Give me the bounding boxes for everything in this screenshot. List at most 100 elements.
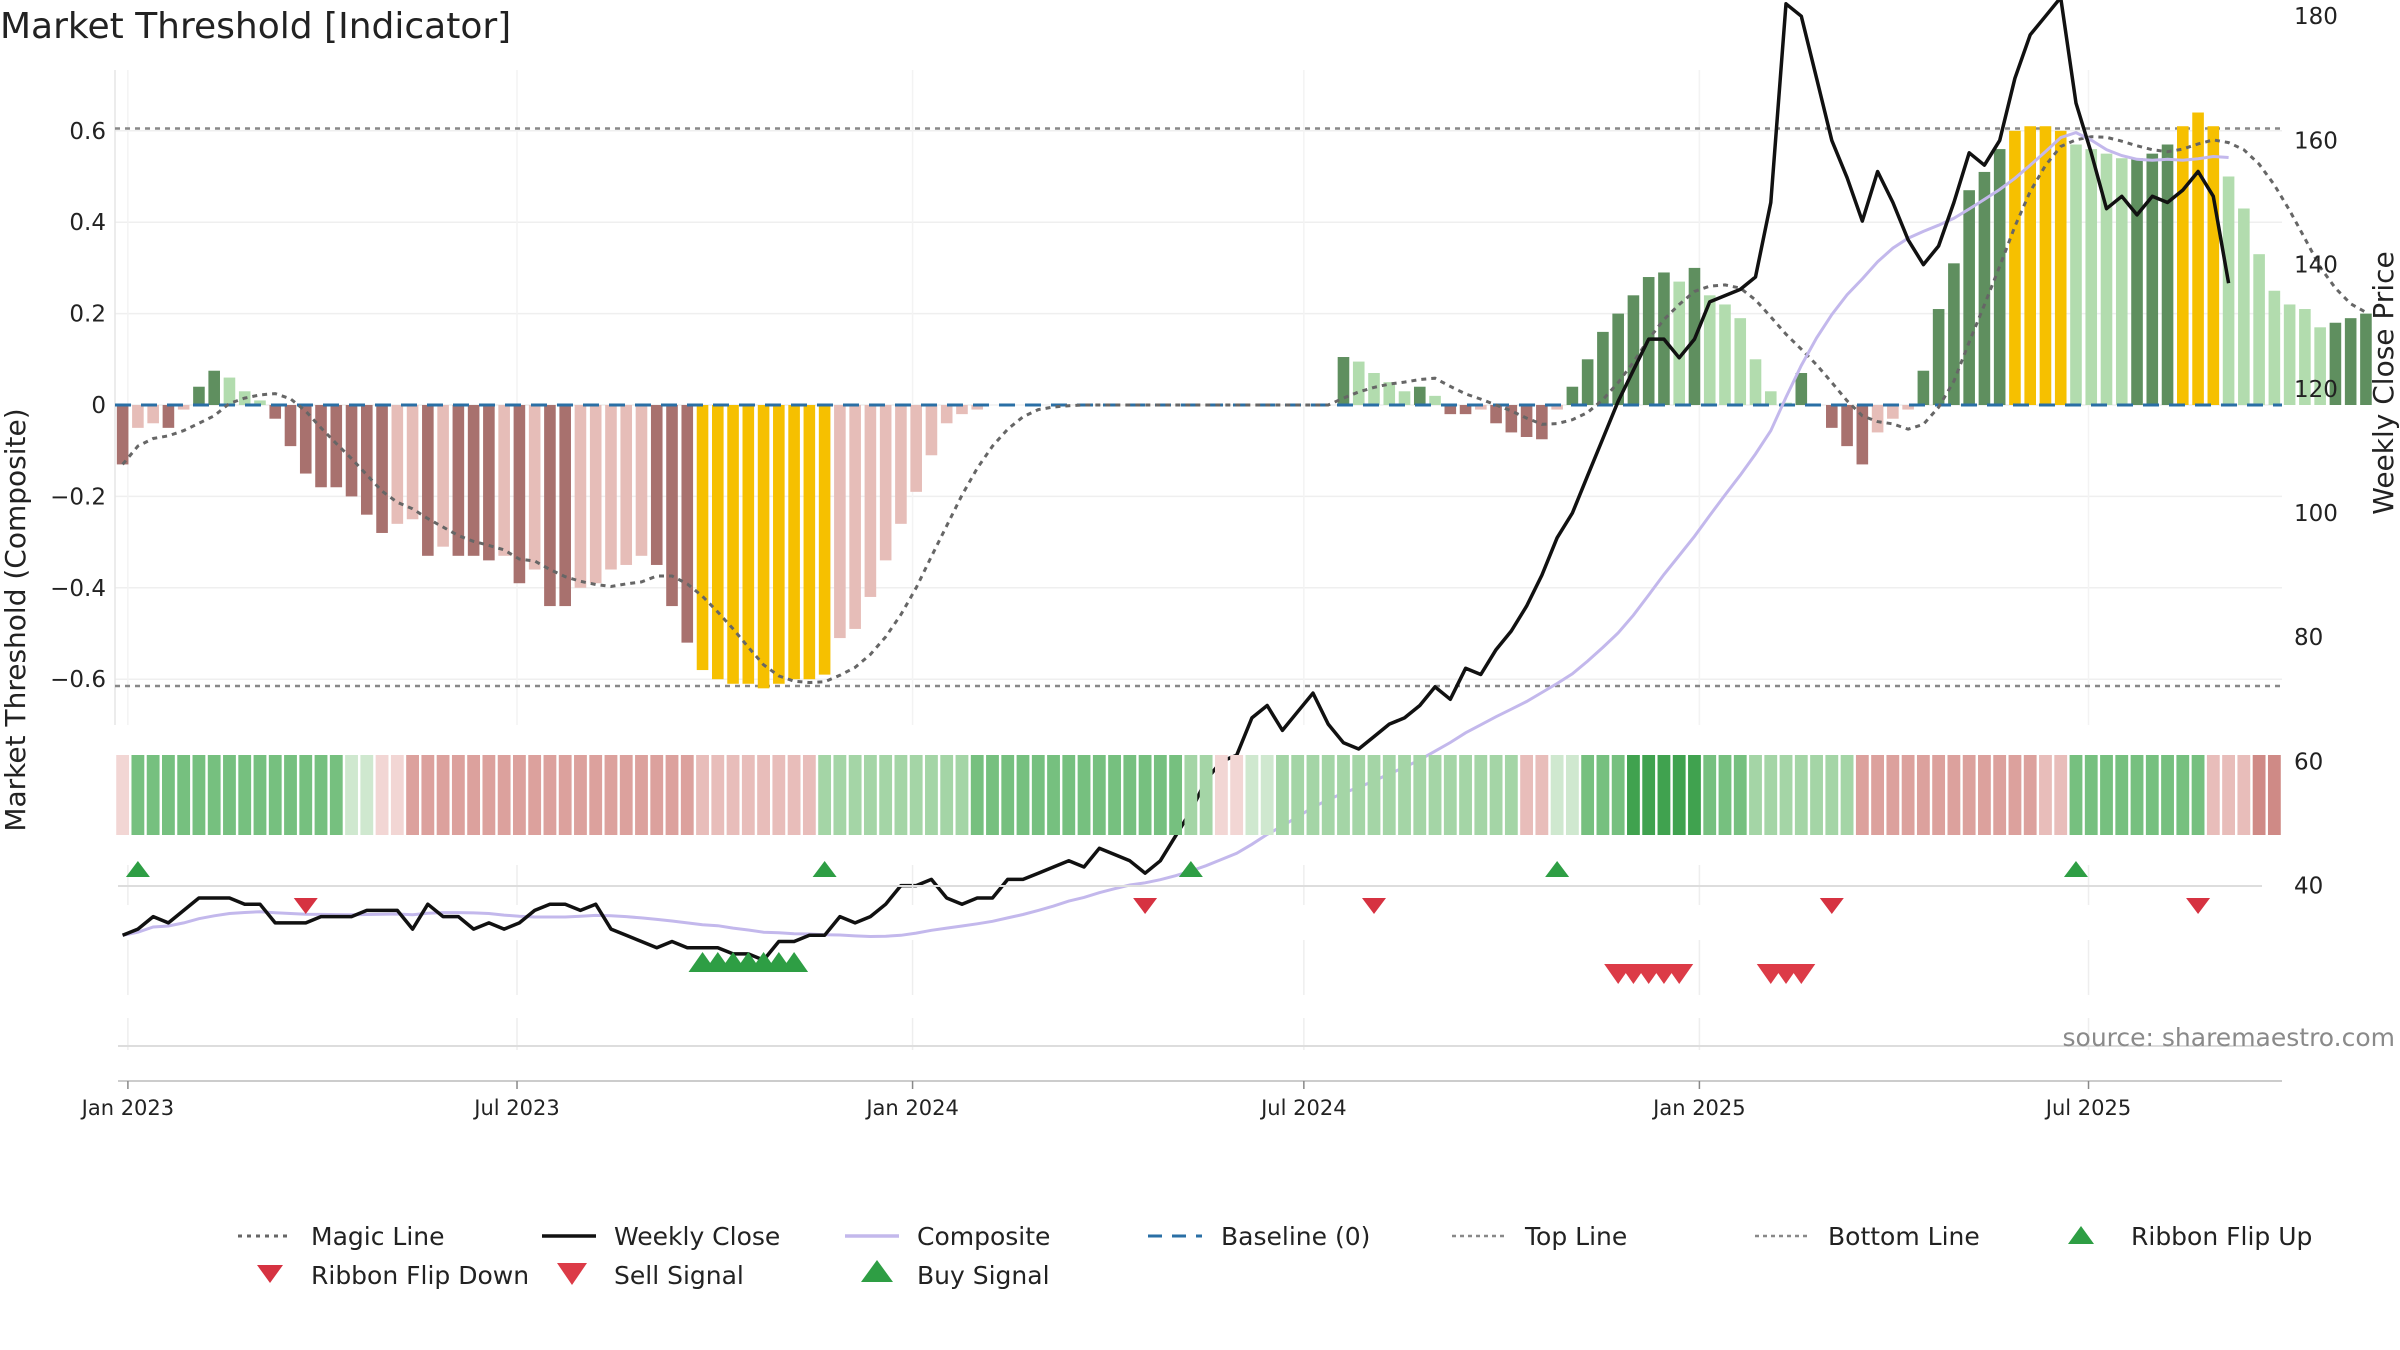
ribbon-cell [1810,755,1823,835]
ribbon-cell [909,755,923,835]
composite-bar [2268,290,2281,405]
composite-bar [620,405,633,565]
ribbon-cell [390,755,404,835]
ribbon-flip-up-marker [812,861,837,877]
ribbon-cell [1794,755,1808,835]
triangle-up-icon [861,1260,893,1282]
composite-bar [1856,405,1869,465]
y-tick-label: −0.4 [50,576,106,602]
ribbon-cell [482,755,496,835]
composite-bar [2115,158,2128,405]
composite-bar [315,405,327,488]
ribbon-cell [1596,755,1610,835]
ribbon-cell [1764,755,1778,835]
y-tick-label: 0.4 [69,210,106,236]
buy-signal-marker [780,952,809,972]
composite-bar [1520,405,1533,437]
ribbon-cell [1855,755,1869,835]
composite-bar [2100,153,2113,405]
ribbon-cell [299,755,313,835]
composite-bar [773,405,785,684]
ribbon-cell [345,755,358,835]
composite-bar [2253,254,2265,405]
ribbon-cell [253,755,267,835]
composite-bar [2329,322,2342,405]
y-tick-label: 60 [2294,749,2323,775]
ribbon-cell [741,755,755,835]
ribbon-cell [1504,755,1518,835]
ribbon-cell [940,755,954,835]
ribbon-cell [696,755,709,835]
ribbon-cell [1672,755,1686,835]
composite-bar [391,405,404,524]
ribbon-cell [314,755,328,835]
ribbon-cell [375,755,389,835]
ribbon-cell [238,755,252,835]
ribbon-cell [512,755,526,835]
composite-bar [2360,313,2372,405]
ribbon-cell [787,755,801,835]
composite-bar [589,405,602,584]
composite-bar [2283,304,2296,405]
ribbon-cell [2008,755,2022,835]
composite-bar [483,405,495,561]
legend-label: Magic Line [311,1222,445,1251]
composite-bar [208,370,220,405]
ribbon-cell [1092,755,1106,835]
ribbon-cell [2130,755,2144,835]
composite-bar [1917,370,1930,405]
ribbon-cell [1398,755,1411,835]
ribbon-cell [665,755,679,835]
x-tick-label: Jul 2025 [2044,1096,2131,1120]
x-tick-label: Jan 2025 [1651,1096,1746,1120]
composite-bar [1993,149,2006,405]
composite-bar [696,405,709,671]
legend-item-baseline: Baseline (0) [1148,1222,1370,1251]
composite-bar [513,405,526,584]
ribbon-cell [558,755,572,835]
legend-label: Bottom Line [1828,1222,1980,1251]
ribbon-cell [1062,755,1076,835]
composite-bar [971,405,984,410]
chart-title: Market Threshold [Indicator] [0,6,511,47]
composite-bar [2344,318,2357,405]
composite-bar [803,405,816,680]
composite-bar [1368,373,1380,405]
composite-bar [727,405,739,684]
ribbon-cell [1077,755,1091,835]
ribbon-cell [1321,755,1335,835]
ribbon-cell [818,755,832,835]
ribbon-cell [1199,755,1213,835]
y-axis-right-label: Weekly Close Price [2367,251,2400,514]
ribbon-cell [1779,755,1793,835]
legend-item-composite: Composite [845,1222,1050,1251]
legend-item-ribbon-flip-up: Ribbon Flip Up [2068,1222,2312,1251]
ribbon-cell [207,755,221,835]
composite-bar [1719,304,1731,405]
ribbon-cell [1276,755,1289,835]
composite-bar [1978,171,1991,405]
ribbon-cell [1916,755,1930,835]
composite-bar [2207,126,2220,405]
ribbon-cell [1962,755,1976,835]
ribbon-cell [2237,755,2251,835]
composite-bar [2177,126,2189,405]
ribbon-cell [1535,755,1549,835]
ribbon-cell [879,755,893,835]
composite-bar [2299,309,2311,405]
ribbon-cell [497,755,511,835]
y-tick-label: 100 [2294,501,2338,527]
ribbon-cell [1260,755,1274,835]
composite-bar [834,405,846,639]
composite-bar [1581,359,1594,405]
ribbon-cell [1337,755,1350,835]
ribbon-cell [1550,755,1564,835]
ribbon-cell [1627,755,1640,835]
composite-bar [116,405,129,465]
composite-bar [1459,405,1472,415]
composite-bar [1963,190,1975,405]
ribbon-cell [1031,755,1045,835]
sell-signal-marker [1787,964,1816,984]
composite-bar [1413,386,1426,405]
